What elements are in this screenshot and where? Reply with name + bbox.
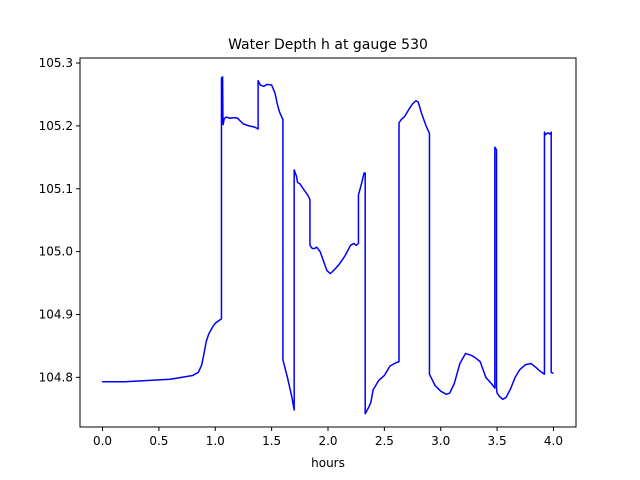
x-axis-label: hours — [311, 456, 345, 470]
x-tick-label: 2.5 — [375, 434, 394, 448]
x-tick-label: 1.5 — [262, 434, 281, 448]
x-tick-label: 0.0 — [93, 434, 112, 448]
x-tick-label: 2.0 — [318, 434, 337, 448]
y-tick-label: 104.8 — [39, 370, 73, 384]
x-axis: 0.0 0.5 1.0 1.5 2.0 2.5 3.0 3.5 4.0 — [93, 427, 563, 448]
y-tick-label: 105.2 — [39, 119, 73, 133]
series-line-0 — [101, 76, 554, 415]
y-axis: 104.8 104.9 105.0 105.1 105.2 105.3 — [39, 56, 80, 384]
y-tick-label: 105.1 — [39, 182, 73, 196]
x-tick-label: 4.0 — [544, 434, 563, 448]
y-tick-label: 104.9 — [39, 307, 73, 321]
chart-title: Water Depth h at gauge 530 — [228, 37, 428, 53]
plot-frame — [79, 57, 577, 428]
x-tick-label: 3.0 — [431, 434, 450, 448]
y-tick-label: 105.0 — [39, 245, 73, 259]
x-tick-label: 1.0 — [206, 434, 225, 448]
y-tick-label: 105.3 — [39, 56, 73, 70]
x-tick-label: 0.5 — [149, 434, 168, 448]
series-layer — [101, 76, 554, 415]
x-tick-label: 3.5 — [488, 434, 507, 448]
